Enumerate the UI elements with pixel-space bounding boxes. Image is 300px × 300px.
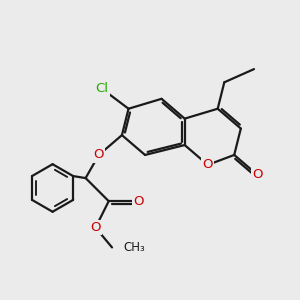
Text: CH₃: CH₃ [124,241,145,254]
Text: O: O [90,221,101,234]
Text: O: O [133,195,144,208]
Text: O: O [252,168,262,181]
Text: O: O [94,148,104,161]
Text: O: O [202,158,213,171]
Text: Cl: Cl [96,82,109,95]
